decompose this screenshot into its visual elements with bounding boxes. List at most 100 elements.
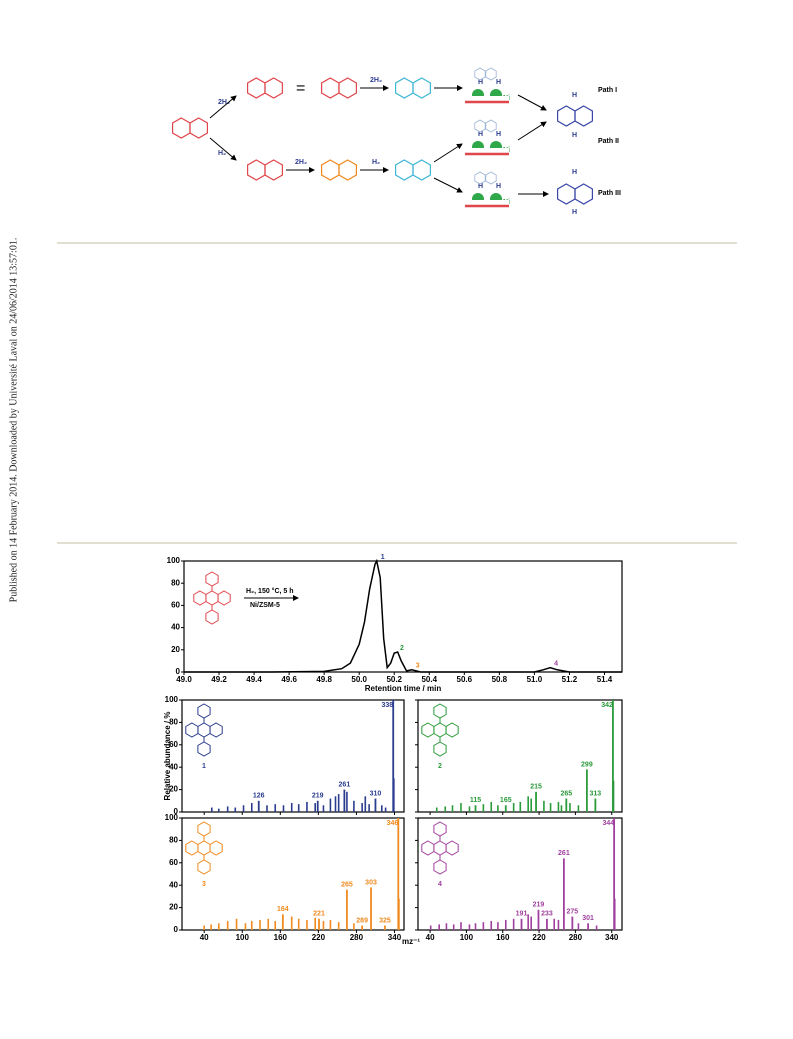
x-tick-label: 49.6 — [281, 675, 297, 684]
peak-label: 303 — [365, 879, 377, 886]
arrow — [433, 177, 463, 193]
peak-label: 346 — [387, 820, 399, 827]
ring — [557, 105, 576, 127]
h-atom: H — [572, 132, 577, 139]
ring — [445, 840, 459, 856]
plot-frame — [181, 699, 405, 813]
ring — [433, 703, 447, 719]
ring — [433, 741, 447, 757]
x-tick-label: 49.4 — [246, 675, 262, 684]
ring — [474, 67, 486, 81]
ring — [197, 859, 211, 875]
step-label: H₂ — [218, 150, 226, 157]
ring — [247, 159, 266, 181]
peak-label: 2 — [400, 645, 404, 652]
x-tick-label: 50.4 — [421, 675, 437, 684]
step-label: H₂ — [372, 159, 380, 166]
support — [465, 148, 509, 154]
ring — [185, 722, 199, 738]
arrow — [433, 143, 463, 163]
ring — [205, 590, 219, 606]
plot-frame — [183, 560, 623, 673]
y-tick-label: 20 — [169, 785, 178, 794]
plot-frame — [181, 817, 405, 931]
ring — [217, 590, 231, 606]
y-tick-label: 80 — [171, 578, 180, 587]
ring — [557, 183, 576, 205]
y-tick-label: 40 — [171, 623, 180, 632]
x-tick-label: 220 — [532, 933, 546, 942]
peak-label: 344 — [602, 820, 614, 827]
path-label: Path II — [598, 138, 619, 145]
y-tick-label: 100 — [167, 556, 181, 565]
y-tick-label: 60 — [169, 740, 178, 749]
y-tick-label: 0 — [174, 925, 179, 934]
peak-label: 165 — [500, 797, 512, 804]
h-atom: H — [496, 131, 501, 138]
ring — [197, 741, 211, 757]
peak-label: 219 — [312, 793, 324, 800]
ring — [574, 105, 593, 127]
x-tick-label: 40 — [200, 933, 209, 942]
y-tick-label: 20 — [171, 645, 180, 654]
ring — [338, 77, 357, 99]
x-tick-label: 51.0 — [527, 675, 543, 684]
y-tick-label: 80 — [169, 718, 178, 727]
ring — [395, 159, 414, 181]
x-tick-label: 340 — [388, 933, 402, 942]
ring — [433, 859, 447, 875]
ring — [395, 77, 414, 99]
x-tick-label: 340 — [605, 933, 619, 942]
ring — [205, 609, 219, 625]
support — [465, 96, 509, 102]
arrow — [209, 95, 237, 119]
step-label: 2H₂ — [295, 159, 307, 166]
step-label: 2H₂ — [218, 99, 230, 106]
h-atom: H — [496, 183, 501, 190]
peak-label: 215 — [530, 784, 542, 791]
x-tick-label: 160 — [274, 933, 288, 942]
peak-label: 3 — [416, 663, 420, 670]
equals: = — [296, 80, 305, 97]
y-tick-label: 0 — [176, 667, 181, 676]
ring — [412, 159, 431, 181]
ring — [321, 77, 340, 99]
chromatogram — [184, 558, 622, 673]
ring — [193, 590, 207, 606]
ring — [445, 722, 459, 738]
x-tick-label: 40 — [426, 933, 435, 942]
h-atom: H — [496, 79, 501, 86]
peak-label: 221 — [313, 911, 325, 918]
ring — [474, 119, 486, 133]
y-tick-label: 0 — [174, 807, 179, 816]
peak-label: 338 — [382, 702, 394, 709]
x-tick-label: 100 — [236, 933, 250, 942]
arrow — [517, 121, 547, 141]
ring — [209, 722, 223, 738]
plot-frame — [417, 817, 623, 931]
ring — [474, 171, 486, 185]
ring — [264, 77, 283, 99]
compound-label: 1 — [202, 763, 206, 770]
compound-label: 2 — [438, 763, 442, 770]
ring — [485, 119, 497, 133]
ring — [185, 840, 199, 856]
peak-label: 299 — [581, 761, 593, 768]
x-tick-label: 220 — [312, 933, 326, 942]
peak-label: 342 — [601, 702, 613, 709]
y-tick-label: 60 — [169, 858, 178, 867]
ring — [485, 67, 497, 81]
ring — [321, 159, 340, 181]
y-axis-label: Relative abundance / % — [163, 712, 172, 801]
ring — [421, 722, 435, 738]
h-atom: H — [572, 169, 577, 176]
x-tick-label: 50.0 — [351, 675, 367, 684]
x-axis-label: mz⁻¹ — [402, 937, 420, 946]
ring — [338, 159, 357, 181]
x-tick-label: 49.8 — [316, 675, 332, 684]
y-tick-label: 100 — [165, 695, 179, 704]
x-axis-label: Retention time / min — [365, 684, 442, 693]
scheme: 2H₂ H₂ 2H₂ 2H₂ H₂ Ni Ni Ni Path I Path I… — [218, 77, 621, 216]
x-tick-label: 49.0 — [176, 675, 192, 684]
